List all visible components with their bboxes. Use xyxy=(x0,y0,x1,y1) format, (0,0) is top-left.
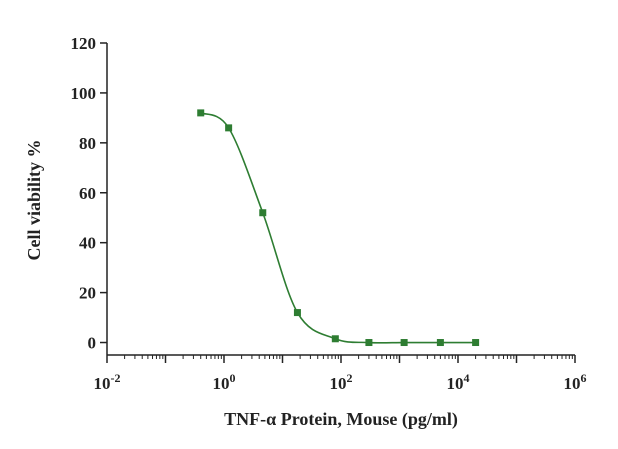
data-point xyxy=(259,209,267,217)
axes: 0 20 40 60 80 100 120 10-2 100 102 104 106 xyxy=(71,34,587,393)
data-points-layer xyxy=(197,109,480,347)
x-axis-label: TNF-α Protein, Mouse (pg/ml) xyxy=(224,409,458,430)
data-point xyxy=(331,335,339,343)
x-tick-label: 106 xyxy=(564,371,587,393)
fit-curve-layer xyxy=(200,112,476,344)
data-point xyxy=(436,339,444,347)
y-tick-label: 60 xyxy=(79,184,96,203)
data-point xyxy=(472,339,480,347)
y-axis-label: Cell viability % xyxy=(24,140,44,261)
y-tick-label: 40 xyxy=(79,234,96,253)
data-point xyxy=(293,309,301,317)
y-tick-label: 100 xyxy=(71,84,97,103)
data-point xyxy=(400,339,408,347)
x-tick-label: 104 xyxy=(447,371,470,393)
y-tick-label: 0 xyxy=(88,334,97,353)
data-point xyxy=(365,339,373,347)
x-tick-label: 100 xyxy=(213,371,236,393)
x-tick-label: 10-2 xyxy=(94,371,121,393)
x-tick-label: 102 xyxy=(330,371,353,393)
y-tick-label: 20 xyxy=(79,284,96,303)
y-tick-label: 80 xyxy=(79,134,96,153)
y-tick-label: 120 xyxy=(71,34,97,53)
data-point xyxy=(197,109,205,117)
data-point xyxy=(225,124,233,132)
fit-curve xyxy=(200,112,476,344)
